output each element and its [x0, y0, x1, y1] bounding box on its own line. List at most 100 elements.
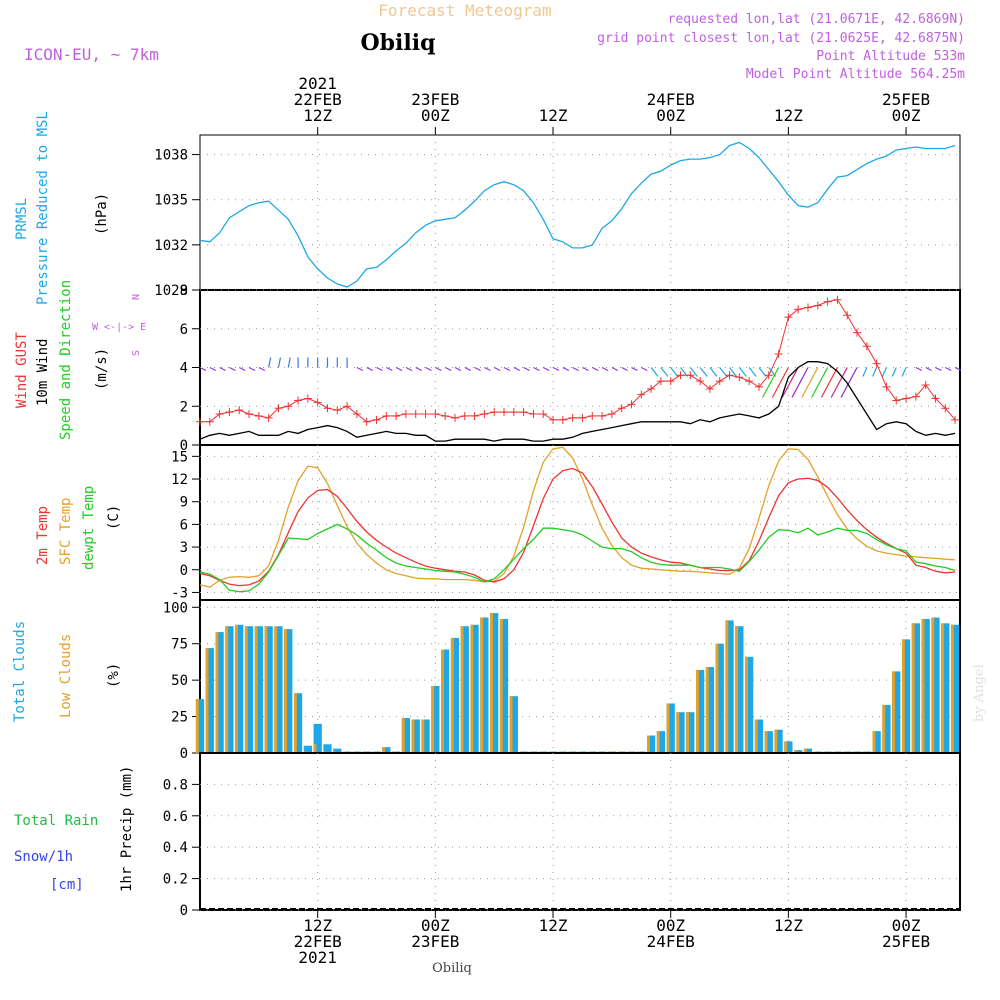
- top-time-label: 22FEB: [294, 90, 342, 109]
- low-cloud-bar: [705, 667, 709, 753]
- low-cloud-bar: [872, 731, 876, 753]
- gust-point: [509, 408, 518, 417]
- total-cloud-bar: [313, 723, 322, 753]
- wind-direction-arrow: [709, 367, 718, 377]
- precip-frame: [199, 752, 961, 911]
- chart-title: Forecast Meteogram: [378, 1, 551, 20]
- gust-point: [735, 373, 744, 382]
- wind-direction-arrow: [454, 366, 462, 372]
- pressure-unit: (hPa): [94, 193, 110, 235]
- wind-direction-arrow: [611, 366, 619, 372]
- low-cloud-bar: [784, 741, 788, 753]
- wind-direction-arrow: [435, 366, 442, 372]
- clouds-ytick-label: 50: [171, 673, 188, 689]
- dewpt-line: [199, 523, 956, 593]
- total-cloud-bar: [676, 712, 685, 753]
- top-time-label: 2021: [298, 74, 337, 93]
- gust-point: [715, 377, 724, 386]
- wind-direction-arrow: [820, 367, 838, 398]
- gust-point: [215, 410, 224, 418]
- low-cloud-bar: [931, 617, 935, 753]
- cloud-axis-title: Total Clouds Low Clouds (%): [12, 621, 122, 722]
- low-cloud-bar: [431, 685, 435, 753]
- pressure-frame: [199, 134, 961, 291]
- low-cloud-bar: [696, 669, 699, 753]
- low-cloud-bar: [686, 712, 690, 753]
- wind-direction-arrow: [474, 366, 481, 372]
- wind-direction-arrow: [781, 367, 799, 398]
- wind-direction-arrow: [277, 357, 282, 368]
- low-cloud-bar: [480, 617, 484, 753]
- bottom-time-label: 24FEB: [647, 932, 695, 951]
- gust-point: [637, 390, 646, 399]
- wind-direction-arrow: [582, 366, 589, 372]
- wind-direction-arrow: [689, 367, 698, 377]
- total-cloud-bar: [774, 729, 783, 753]
- total-cloud-bar: [872, 731, 881, 753]
- gust-point: [921, 380, 930, 389]
- gust-point: [617, 404, 626, 413]
- pressure-label-line2: Pressure Reduced to MSL: [35, 111, 51, 305]
- wind-direction-arrow: [954, 366, 962, 372]
- total-cloud-bar: [715, 643, 724, 753]
- total-cloud-bar: [421, 719, 430, 753]
- wind-direction-arrow: [791, 367, 809, 398]
- low-cloud-bar: [666, 703, 670, 753]
- wind-direction-arrow: [660, 367, 669, 377]
- wind-label: 10m Wind: [35, 339, 51, 406]
- total-clouds-label: Total Clouds: [12, 621, 28, 722]
- gust-point: [382, 411, 391, 420]
- low-cloud-bar: [225, 626, 229, 753]
- wind-direction-arrow: [199, 366, 207, 372]
- gust-point: [460, 411, 469, 420]
- bottom-time-label: 25FEB: [882, 932, 930, 951]
- temperature-ytick-label: 12: [171, 472, 188, 488]
- pressure-ytick-label: 1032: [154, 238, 188, 254]
- low-cloud-bar: [274, 626, 278, 753]
- total-cloud-bar: [293, 693, 303, 753]
- low-cloud-bar: [794, 750, 797, 753]
- total-cloud-bar: [646, 735, 656, 753]
- wind-ytick-label: 4: [180, 361, 188, 377]
- pressure-label-line1: PRMSL: [14, 198, 30, 240]
- watermark: by Angel: [972, 664, 987, 722]
- total-cloud-bar: [235, 624, 244, 753]
- gust-point: [627, 400, 636, 409]
- wind-direction-arrow: [591, 366, 599, 372]
- gust-point: [823, 297, 832, 306]
- total-cloud-bar: [794, 750, 803, 753]
- gust-point: [519, 408, 528, 417]
- gust-point: [450, 413, 459, 422]
- snow-label: Snow/1h: [14, 849, 73, 865]
- gust-point: [264, 413, 273, 422]
- gust-point: [441, 411, 450, 420]
- gust-point: [745, 377, 754, 386]
- wind-direction-arrow: [840, 367, 858, 398]
- total-cloud-bar: [950, 624, 960, 753]
- top-time-label: 12Z: [774, 106, 803, 125]
- gust-point: [294, 396, 303, 405]
- gust-point: [352, 410, 361, 418]
- low-cloud-bar: [450, 637, 454, 753]
- compass-n: N: [131, 294, 142, 300]
- gust-point: [941, 404, 950, 413]
- wind-direction-arrow: [552, 366, 560, 372]
- temperature-ytick-label: 3: [180, 540, 188, 556]
- wind-direction-arrow: [872, 367, 878, 377]
- gust-point: [676, 371, 685, 380]
- precip-panel: 0 0.2 0.4 0.6 0.8: [163, 752, 961, 919]
- total-cloud-bar: [274, 626, 283, 753]
- clouds-ytick-label: 0: [180, 746, 188, 762]
- total-cloud-bar: [195, 699, 205, 753]
- bottom-time-label: 12Z: [774, 916, 803, 935]
- total-cloud-bar: [882, 704, 891, 753]
- wind-ytick-label: 2: [180, 399, 188, 415]
- total-cloud-bar: [244, 626, 254, 753]
- gust-point: [931, 394, 940, 403]
- gust-point: [392, 411, 401, 420]
- gust-point: [784, 313, 793, 322]
- low-cloud-bar: [284, 629, 288, 753]
- wind-direction-arrow: [356, 366, 364, 372]
- total-cloud-bar: [333, 748, 342, 753]
- wind-direction-arrow: [425, 366, 432, 372]
